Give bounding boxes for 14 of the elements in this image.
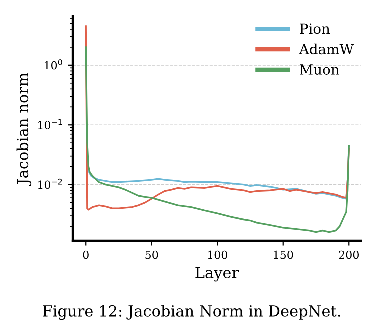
legend-label: Pion (300, 24, 330, 34)
x-tick-label: 50 (146, 250, 158, 260)
y-axis-title: Jacobian norm (16, 72, 32, 186)
y-tick-label: 10$^{0}$ (45, 60, 62, 70)
y-tick-label: 10$^{−2}$ (38, 178, 62, 190)
legend-label: Muon (300, 64, 340, 75)
caption: Figure 12: Jacobian Norm in DeepNet. (43, 305, 340, 320)
y-tick-label: 10$^{−1}$ (38, 119, 62, 130)
x-tick-label: 0 (83, 250, 89, 260)
x-tick-label: 150 (274, 250, 294, 260)
x-tick-label: 100 (208, 250, 228, 260)
x-tick-label: 200 (339, 250, 359, 260)
x-axis-title: Layer (196, 267, 240, 282)
legend-label: AdamW (299, 44, 354, 55)
